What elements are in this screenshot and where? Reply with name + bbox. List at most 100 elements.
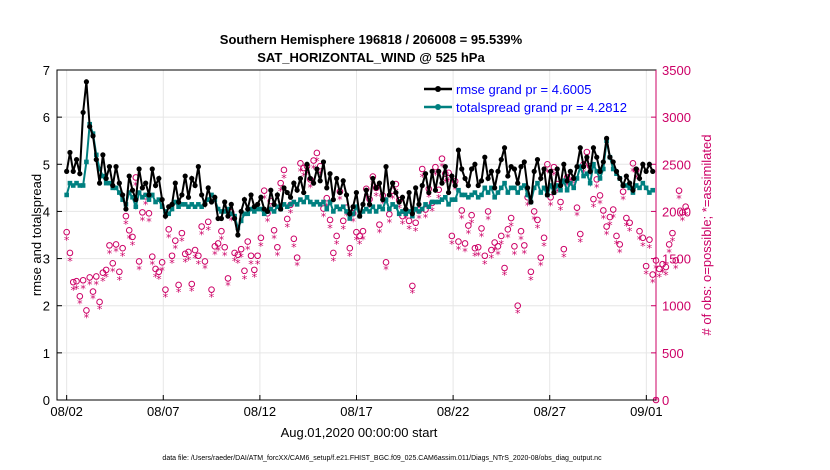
obs-assimilated-point: * [370, 179, 376, 192]
obs-assimilated-point: * [232, 255, 238, 268]
obs-possible-point [438, 155, 446, 162]
rmse-point [245, 206, 251, 212]
obs-possible-point [382, 259, 390, 266]
rmse-point [208, 199, 215, 205]
rmse-point [146, 192, 152, 198]
x-tick-label: 08/22 [437, 404, 470, 419]
obs-assimilated-point: * [528, 274, 534, 287]
rmse-point [314, 166, 320, 172]
obs-assimilated-point: * [650, 277, 656, 290]
obs-assimilated-point: * [97, 303, 103, 316]
obs-assimilated-point: * [140, 214, 146, 227]
obs-assimilated-point: * [485, 213, 491, 226]
rmse-point [584, 154, 590, 160]
rmse-point [518, 164, 524, 170]
obs-assimilated-point: * [143, 198, 149, 211]
spread-point [624, 183, 629, 188]
x-tick-label: 08/27 [533, 404, 566, 419]
rmse-point [590, 145, 597, 151]
obs-assimilated-point: * [541, 240, 547, 253]
obs-assimilated-point: * [680, 214, 686, 227]
obs-possible-point [494, 243, 502, 250]
rmse-point [620, 182, 626, 189]
obs-assimilated-point: * [601, 213, 607, 226]
spread-point [647, 190, 652, 195]
rmse-point [469, 166, 475, 172]
obs-assimilated-point: * [561, 251, 567, 264]
obs-possible-point [359, 227, 367, 235]
obs-assimilated-point: * [337, 194, 343, 207]
obs-assimilated-point: * [574, 210, 580, 223]
obs-possible-point [241, 267, 248, 275]
obs-possible-point [465, 222, 472, 229]
spread-point [475, 194, 481, 200]
rmse-point [360, 201, 366, 207]
obs-possible-point [165, 226, 173, 233]
rmse-point [278, 206, 284, 212]
obs-possible-point [540, 234, 548, 242]
rmse-point [650, 168, 656, 174]
rmse-point [238, 208, 244, 215]
rmse-point [317, 178, 323, 184]
obs-assimilated-point: * [173, 243, 179, 256]
obs-possible-point [129, 233, 136, 241]
spread-point [100, 173, 106, 179]
y-tick-label-left: 0 [43, 393, 50, 408]
obs-assimilated-point: * [340, 223, 346, 236]
spread-point [610, 166, 616, 172]
rmse-point [445, 189, 452, 196]
legend-rmse-marker [435, 86, 441, 92]
obs-assimilated-point: * [327, 222, 333, 235]
spread-point [166, 211, 172, 217]
obs-assimilated-point: * [643, 268, 649, 281]
rmse-point [396, 199, 402, 205]
obs-assimilated-point: * [443, 176, 449, 189]
obs-possible-point [224, 275, 232, 282]
y-tick-label-left: 4 [43, 204, 50, 219]
obs-assimilated-point: * [100, 275, 106, 288]
spread-point [113, 185, 119, 191]
spread-point [574, 176, 580, 181]
rmse-point [67, 149, 73, 156]
rmse-point [390, 180, 396, 186]
spread-point [436, 199, 442, 205]
obs-assimilated-point: * [545, 166, 551, 179]
rmse-point [192, 182, 198, 189]
line-series [64, 79, 656, 238]
rmse-point [77, 171, 83, 177]
spread-point [413, 206, 418, 212]
obs-possible-point [573, 204, 581, 211]
spread-point [199, 204, 204, 210]
obs-assimilated-point: * [225, 279, 231, 292]
obs-assimilated-point: * [103, 271, 109, 284]
obs-possible-point [172, 237, 179, 244]
rmse-point [370, 175, 376, 182]
obs-assimilated-point: * [248, 258, 254, 271]
obs-assimilated-point: * [314, 155, 320, 168]
obs-assimilated-point: * [492, 245, 498, 258]
rmse-point [452, 182, 458, 189]
obs-assimilated-point: * [209, 291, 215, 304]
rmse-point [511, 166, 518, 172]
spread-point [518, 185, 524, 191]
obs-assimilated-point: * [508, 220, 514, 233]
rmse-point [152, 182, 159, 189]
obs-possible-point [333, 232, 340, 240]
spread-point [74, 180, 79, 186]
obs-possible-point [89, 288, 97, 295]
rmse-point [597, 168, 603, 174]
obs-assimilated-point: * [321, 211, 327, 224]
rmse-point [498, 156, 504, 163]
obs-assimilated-point: * [670, 235, 676, 248]
obs-possible-point [356, 232, 363, 240]
obs-possible-point [682, 203, 689, 211]
spread-point [449, 197, 455, 202]
obs-assimilated-point: * [462, 246, 468, 259]
obs-possible-point [484, 208, 492, 215]
obs-assimilated-point: * [607, 219, 613, 232]
obs-possible-point [679, 209, 686, 216]
obs-assimilated-point: * [531, 213, 537, 226]
obs-assimilated-point: * [466, 228, 472, 241]
obs-assimilated-point: * [364, 191, 370, 204]
obs-assimilated-point: * [80, 282, 86, 295]
